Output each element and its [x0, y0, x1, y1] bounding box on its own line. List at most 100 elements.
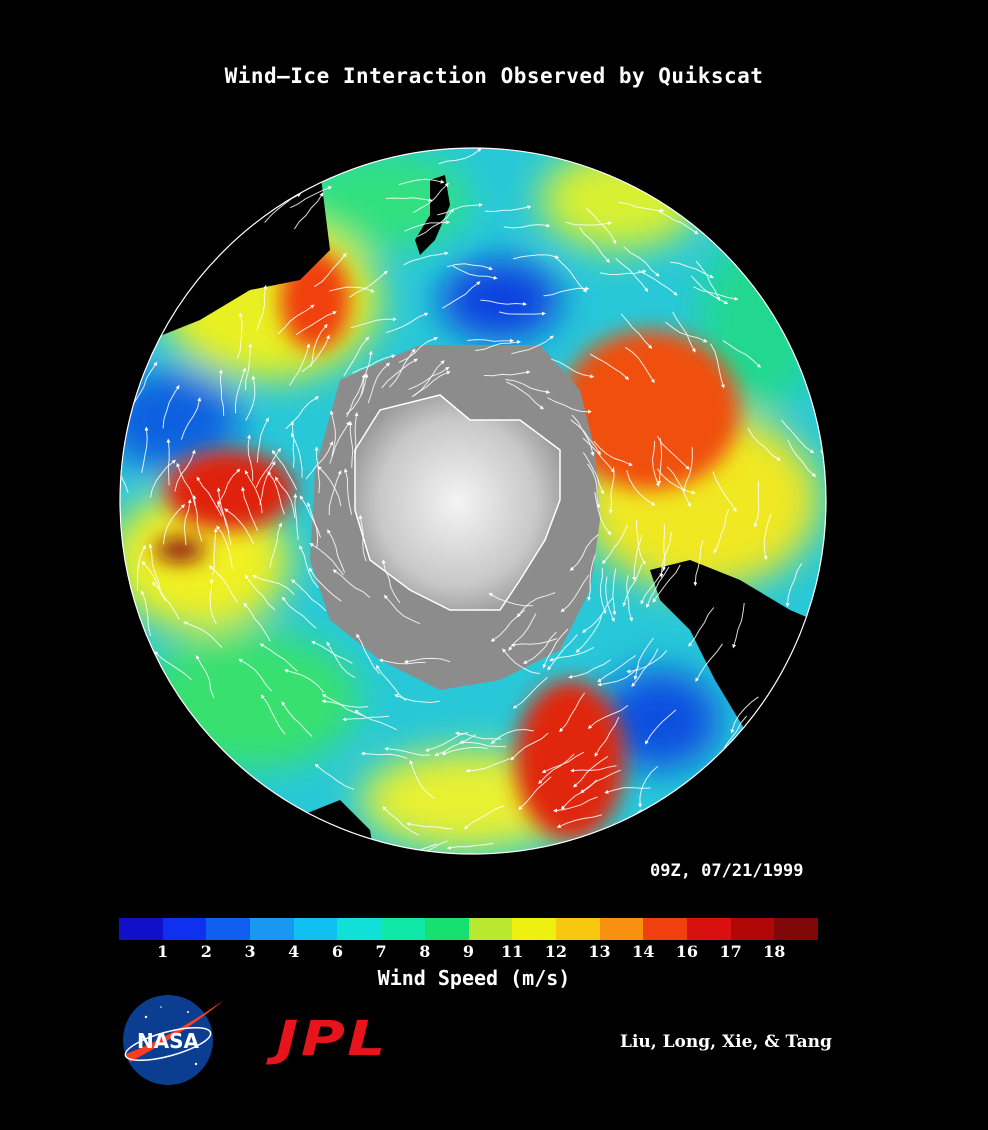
streamline: [360, 751, 408, 759]
streamline: [141, 560, 167, 602]
streamline: [245, 375, 256, 421]
streamline: [183, 499, 192, 546]
colorbar-label: Wind Speed (m/s): [377, 966, 571, 990]
streamline: [467, 338, 515, 343]
streamline: [575, 614, 603, 653]
streamline: [464, 805, 505, 830]
streamline: [713, 509, 730, 554]
streamline: [277, 304, 315, 335]
streamline: [332, 569, 371, 598]
streamline: [328, 470, 342, 516]
streamline: [626, 470, 656, 506]
streamline: [291, 579, 327, 612]
streamline: [285, 396, 320, 430]
streamline: [442, 281, 481, 309]
streamline: [389, 348, 416, 388]
streamline: [560, 574, 590, 613]
streamline: [289, 186, 333, 209]
streamline: [666, 466, 691, 508]
colorbar-swatch: [643, 918, 687, 940]
streamline: [573, 755, 609, 788]
streamline: [488, 592, 533, 607]
streamline: [480, 299, 527, 306]
colorbar-tick-label: 16: [675, 942, 699, 961]
streamline: [328, 286, 375, 293]
streamline: [243, 602, 271, 642]
colorbar-swatch: [686, 918, 731, 940]
streamline: [326, 641, 356, 679]
streamline: [459, 740, 507, 748]
streamline: [274, 476, 296, 519]
colorbar-tick-label: 8: [419, 942, 431, 961]
streamline: [695, 260, 720, 302]
colorbar-tick-label: 18: [763, 942, 786, 961]
streamline: [580, 769, 621, 794]
streamline: [343, 468, 353, 515]
streamline: [624, 346, 655, 384]
streamline: [289, 343, 311, 386]
streamline: [216, 525, 233, 569]
colorbar-ticks: 1 2 3 4 6 7 8 9 11 12 13 14 16 17 18: [119, 942, 818, 964]
svg-text:NASA: NASA: [137, 1029, 200, 1053]
streamline: [582, 452, 604, 495]
nasa-logo: NASA: [123, 995, 224, 1085]
colorbar-swatch: [381, 918, 425, 940]
streamline: [350, 317, 397, 329]
streamline: [615, 258, 649, 292]
colorbar-tick-label: 3: [244, 942, 256, 961]
streamline: [623, 246, 660, 277]
streamline: [314, 252, 347, 288]
streamline: [195, 655, 215, 699]
streamline: [321, 694, 364, 717]
streamline: [730, 696, 759, 734]
streamline: [635, 519, 646, 566]
streamline: [354, 412, 359, 459]
wind-zone-blue-north: [440, 260, 560, 340]
streamline: [224, 508, 255, 545]
streamline: [753, 481, 760, 528]
streamline: [637, 270, 678, 296]
streamline: [608, 467, 615, 514]
streamline: [398, 178, 445, 186]
streamline: [346, 373, 366, 418]
colorbar-swatch: [337, 918, 382, 940]
streamline: [381, 358, 419, 389]
wind-zone-red-east: [560, 330, 740, 490]
streamline: [579, 226, 610, 263]
streamline: [511, 335, 554, 355]
streamline: [296, 311, 337, 336]
streamline: [644, 709, 677, 745]
streamline: [542, 628, 569, 669]
colorbar-swatch: [599, 918, 644, 940]
streamline: [587, 704, 629, 729]
streamline: [599, 269, 647, 276]
streamline: [581, 597, 613, 633]
streamline: [484, 205, 532, 213]
streamline: [174, 449, 196, 492]
streamline: [311, 641, 353, 664]
streamline: [141, 426, 149, 474]
streamline: [620, 313, 653, 349]
streamline: [290, 432, 303, 478]
streamline: [267, 471, 285, 515]
streamline: [183, 621, 223, 648]
streamline: [247, 434, 254, 481]
streamline: [559, 692, 586, 733]
streamline: [465, 757, 511, 773]
streamline: [438, 148, 482, 165]
streamline: [217, 500, 232, 546]
streamline: [483, 370, 531, 377]
streamline: [252, 574, 295, 595]
streamline: [238, 658, 272, 692]
streamline: [343, 336, 370, 377]
streamline: [260, 694, 286, 735]
streamline: [722, 340, 761, 368]
colorbar-swatch: [250, 918, 294, 940]
colorbar-swatch: [468, 918, 513, 940]
streamline: [593, 440, 633, 466]
streamline: [269, 522, 283, 568]
streamline: [638, 766, 659, 808]
streamline: [137, 545, 146, 591]
colorbar-swatch: [512, 918, 556, 940]
